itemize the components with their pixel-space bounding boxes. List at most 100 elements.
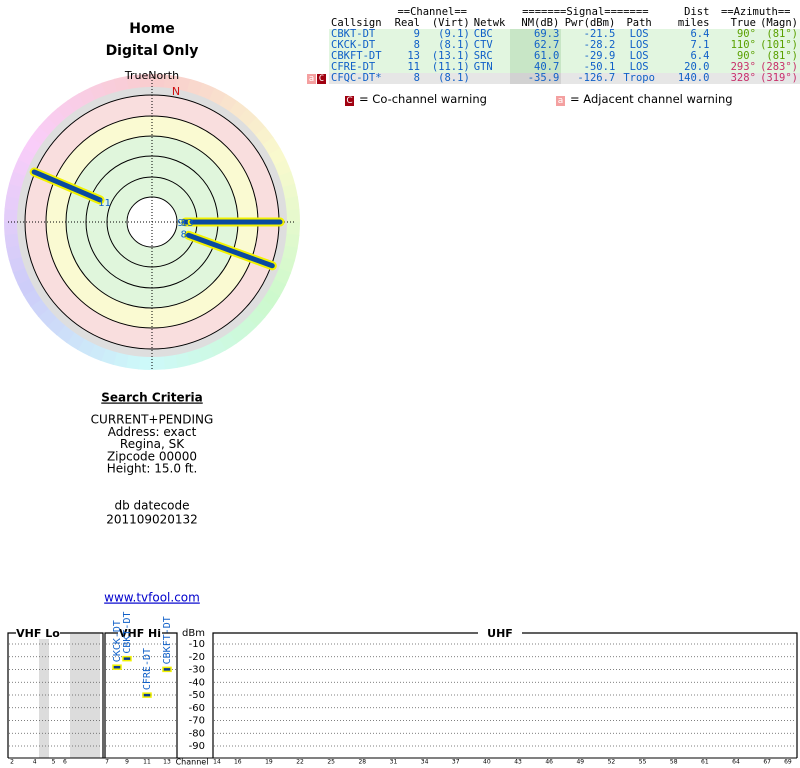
cell-pwr: -29.9: [561, 51, 618, 62]
column-header: True: [730, 18, 756, 29]
y-axis-label: dBm: [182, 628, 205, 639]
cell-netwk: [471, 73, 510, 84]
cochannel-warning-icon: C: [317, 74, 326, 84]
cell-callsign: CFQC-DT*: [329, 73, 393, 84]
cell-nm: 69.3: [509, 29, 562, 40]
legend-icon: C: [345, 96, 354, 106]
x-tick-label: 28: [358, 759, 366, 766]
station-row: a C CFQC-DT* 8 (8.1) -35.9 -126.7 Tropo 140.0 328…: [305, 73, 800, 84]
cell-az-true: 90°: [711, 51, 758, 62]
group-header: =======Signal=======: [522, 7, 649, 18]
search-line: Height: 15.0 ft.: [107, 462, 198, 476]
x-tick-label: 31: [390, 759, 398, 766]
y-tick-label: -90: [189, 741, 205, 752]
band-title-bg: [16, 627, 60, 639]
legend-adjacent: a = Adjacent channel warning: [556, 92, 733, 106]
cell-az-magn: (283°): [757, 62, 800, 73]
band-title: VHF Hi: [119, 627, 161, 640]
station-label: CFRE-DT: [142, 648, 153, 690]
band-title: VHF Lo: [16, 627, 60, 640]
x-tick-label: 5: [52, 759, 56, 766]
subtitle: Digital Only: [106, 43, 199, 59]
cell-virt: (8.1): [421, 40, 472, 51]
x-tick-label: 7: [105, 759, 109, 766]
cell-path: LOS: [617, 29, 661, 40]
x-tick-label: 14: [213, 759, 221, 766]
x-tick-label: 6: [63, 759, 67, 766]
search-line: Address: exact: [108, 425, 197, 439]
cell-callsign: CFRE-DT: [329, 62, 393, 73]
legend-cochannel: C = Co-channel warning: [345, 92, 487, 106]
signal-bar: [142, 692, 152, 698]
blank: [305, 7, 329, 18]
x-axis-label: Channel: [176, 758, 209, 767]
station-label: CBKFT-DT: [162, 616, 173, 664]
blank: [305, 18, 329, 29]
cell-path: LOS: [617, 51, 661, 62]
station-row: CFRE-DT 11 (11.1) GTN 40.7 -50.1 LOS 20.0 293° (2…: [305, 62, 800, 73]
station-channel-label: 11: [98, 198, 111, 209]
cell-virt: (11.1): [421, 62, 472, 73]
band-title: UHF: [487, 627, 513, 640]
cell-callsign: CKCK-DT: [329, 40, 393, 51]
station-row: CKCK-DT 8 (8.1) CTV 62.7 -28.2 LOS 7.1 110° (101°…: [305, 40, 800, 51]
station-label: CBKT-DT: [122, 612, 133, 654]
site-link[interactable]: www.tvfool.com: [104, 591, 200, 605]
x-tick-label: 11: [143, 759, 151, 766]
cell-real: 8: [392, 73, 422, 84]
cell-real: 8: [392, 40, 422, 51]
column-header: Real: [394, 18, 420, 29]
blank: [329, 7, 393, 18]
x-tick-label: 67: [763, 759, 771, 766]
cell-path: Tropo: [617, 73, 661, 84]
x-tick-label: 55: [639, 759, 647, 766]
cell-nm: 40.7: [509, 62, 562, 73]
x-tick-label: 58: [670, 759, 678, 766]
x-tick-label: 2: [10, 759, 14, 766]
station-row: CBKFT-DT 13 (13.1) SRC 61.0 -29.9 LOS 6.4 90° (81…: [305, 51, 800, 62]
legend-text: = Adjacent channel warning: [570, 92, 733, 106]
cell-dist: 7.1: [660, 40, 712, 51]
column-header: (Virt): [431, 18, 470, 29]
search-line: CURRENT+PENDING: [91, 413, 214, 427]
column-header: miles: [677, 18, 710, 29]
station-line: [185, 232, 275, 269]
cell-dist: 140.0: [660, 73, 712, 84]
station-channel-label: 13: [181, 218, 194, 229]
cell-az-true: 110°: [711, 40, 758, 51]
cell-nm: 62.7: [509, 40, 562, 51]
title: Home: [129, 21, 174, 37]
cell-real: 9: [392, 29, 422, 40]
cell-netwk: SRC: [471, 51, 510, 62]
cell-az-magn: (101°): [757, 40, 800, 51]
cell-virt: (13.1): [421, 51, 472, 62]
cell-az-true: 293°: [711, 62, 758, 73]
station-label: CKCK-DT: [112, 620, 123, 662]
cell-callsign: CBKT-DT: [329, 29, 393, 40]
x-tick-label: 9: [125, 759, 129, 766]
x-tick-label: 69: [784, 759, 792, 766]
shaded-band: [70, 634, 100, 758]
datecode: 201109020132: [106, 513, 198, 527]
group-header: Dist: [684, 7, 710, 18]
cell-real: 13: [392, 51, 422, 62]
cell-path: LOS: [617, 40, 661, 51]
x-tick-label: 43: [514, 759, 522, 766]
cell-path: LOS: [617, 62, 661, 73]
cell-real: 11: [392, 62, 422, 73]
adjacent-warning-icon: a: [307, 74, 316, 84]
y-tick-label: -60: [189, 703, 205, 714]
station-channel-label: 8: [181, 230, 187, 241]
search-line: Regina, SK: [120, 437, 185, 451]
group-header: ==Channel==: [397, 7, 467, 18]
blank: [472, 7, 510, 18]
x-tick-label: 40: [483, 759, 491, 766]
x-tick-label: 16: [234, 759, 242, 766]
cell-netwk: GTN: [471, 62, 510, 73]
shaded-band: [39, 634, 49, 758]
cell-az-true: 328°: [711, 73, 758, 84]
cell-virt: (8.1): [421, 73, 472, 84]
